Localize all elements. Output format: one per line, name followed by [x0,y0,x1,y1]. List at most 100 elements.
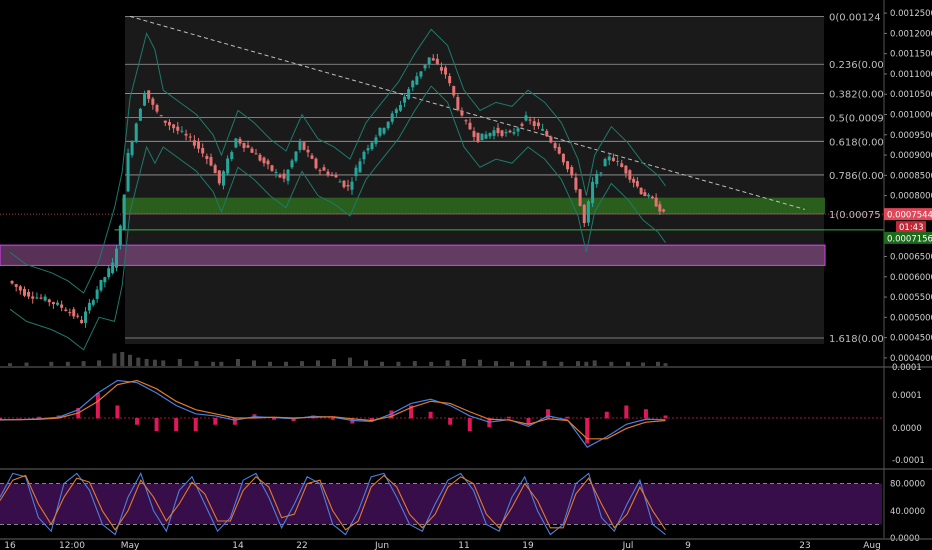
fib-level-label: 1.618(0.00 [829,334,884,345]
candle-body [484,134,488,139]
macd-axis-label: 0.0000 [892,424,922,434]
bollinger-lower [9,85,666,351]
candle-body [362,151,366,160]
volume-bar [120,352,125,366]
candle-body [654,197,658,207]
x-axis-label: 23 [799,541,810,550]
candle-body [286,169,290,181]
candle-body [520,123,524,126]
price-panel[interactable]: 0(0.00124 0.236(0.00 0.382(0.00 0.5(0.0009 0… [0,0,932,368]
candle-body [294,151,298,161]
candle-body [452,86,456,96]
candle-body [390,113,394,122]
candle-body [205,155,209,159]
volume-bar [494,361,498,366]
candle-body [378,127,382,136]
price-axis-label: 0.0005000 [890,313,932,323]
candle-body [114,248,118,268]
candle-body [591,181,595,204]
candle-body [159,115,163,117]
macd-histogram-bar [95,393,100,419]
volume-bar [128,354,132,366]
stoch-axis-label: 40.0000 [890,507,925,517]
resistance-zone-purple [0,244,826,266]
candle-body [226,158,230,174]
candle-body [358,161,362,173]
volume-bar [65,361,70,366]
candle-body [35,297,39,299]
countdown-label: 01:43 [899,223,924,233]
candle-body [582,204,586,224]
candle-body [10,280,14,284]
candle-body [419,71,423,77]
candle-body [290,160,294,168]
stoch-k-line [0,472,666,536]
stoch-d-line [0,474,666,531]
candle-body [147,90,151,99]
macd-histogram-bar [643,409,648,419]
candle-body [314,158,318,169]
candle-body [310,155,314,159]
candle-body [122,194,126,231]
price-axis-label: 0.0011500 [890,50,932,60]
macd-histogram-bar [389,410,394,419]
price-axis-label: 0.0010500 [890,90,932,100]
volume-bar [300,361,304,366]
candle-body [176,126,180,131]
candle-body [431,58,435,61]
candle-body [516,128,520,132]
candle-body [180,130,184,132]
volume-bar [412,361,417,366]
candle-body [448,76,452,84]
candle-body [270,165,274,171]
volume-bar [584,361,589,366]
volume-bar [663,363,668,366]
candle-body [632,178,636,183]
x-axis-label: 16 [4,541,16,550]
candle-body [561,153,565,163]
candle-body [578,189,582,206]
candle-body [603,159,607,167]
candle-body [595,173,599,185]
stoch-axis-label: 80.0000 [890,480,925,490]
macd-panel[interactable]: 0.0001 0.0001 0.0000 -0.0001 [0,363,932,470]
candle-body [456,97,460,111]
candle-body [103,277,107,283]
candle-body [460,110,464,116]
macd-histogram-bar [428,411,433,419]
macd-histogram-bar [369,418,374,421]
bollinger-upper [9,28,666,294]
candle-body [407,89,411,99]
volume-bar [236,359,240,366]
candle-body [599,172,603,174]
candle-body [350,181,354,190]
volume-bar [161,360,166,366]
x-axis-label: 14 [232,541,244,550]
macd-histogram-bar [154,418,159,431]
candle-body [107,268,111,278]
macd-histogram-bar [213,418,218,425]
candle-body [650,196,654,199]
volume-bar [252,360,256,366]
support-price-label: 0.0007156 [887,234,932,244]
x-axis-label: Jun [374,541,389,550]
fib-level-label: 0.786(0.00 [829,171,884,182]
candle-body [126,152,130,192]
candle-body [536,122,540,127]
price-axis-label: 0.0006500 [890,252,932,262]
candle-body [607,156,611,161]
candle-body [111,262,115,274]
price-axis-label: 0.0006000 [890,273,932,283]
candle-body [635,181,639,187]
candle-body [346,184,350,187]
countdown-badge [896,221,926,233]
macd-histogram-bar [193,418,198,431]
candle-body [398,104,402,111]
candle-body [95,289,99,299]
volume-bar [284,361,288,366]
volume-bar [592,360,597,366]
candle-body [394,109,398,113]
candle-body [262,157,266,164]
